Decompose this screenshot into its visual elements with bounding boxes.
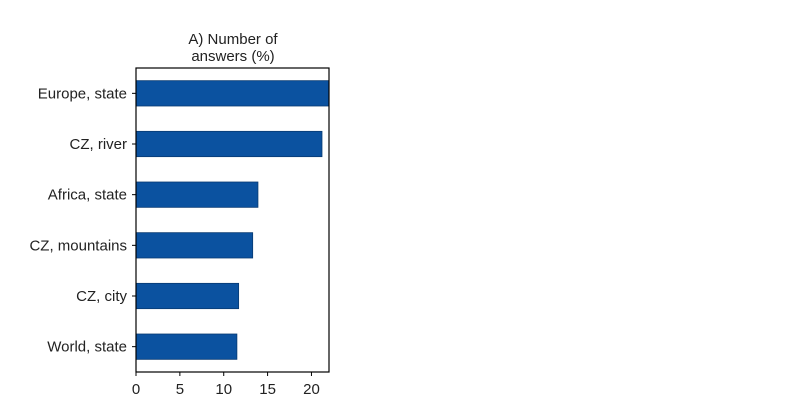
category-labels: Europe, state CZ, river Africa, state CZ, m… xyxy=(29,85,136,356)
x-tick-label-0: 0 xyxy=(132,381,140,398)
x-tick-label-1: 5 xyxy=(176,381,184,398)
bar-5 xyxy=(135,333,238,360)
bar-0 xyxy=(135,80,330,107)
chart-title: A) Number of answers (%) xyxy=(188,31,278,65)
category-label-4: CZ, city xyxy=(76,288,127,305)
category-label-3: CZ, mountains xyxy=(29,237,127,254)
category-label-2: Africa, state xyxy=(48,187,127,204)
chart-title-line-1: A) Number of xyxy=(188,31,278,48)
category-label-1: CZ, river xyxy=(70,136,128,153)
chart-title-line-2: answers (%) xyxy=(191,48,274,65)
bar-1 xyxy=(135,130,323,158)
bars xyxy=(135,80,330,360)
x-tick-label-4: 20 xyxy=(303,381,320,398)
bar-2 xyxy=(135,181,259,208)
x-axis-ticks: 0 5 10 15 20 xyxy=(132,372,320,398)
x-tick-label-2: 10 xyxy=(215,381,232,398)
plot-frame xyxy=(135,67,330,373)
x-tick-label-3: 15 xyxy=(259,381,276,398)
bar-3 xyxy=(135,232,254,259)
bar-4 xyxy=(135,282,240,310)
category-label-5: World, state xyxy=(47,339,127,356)
category-label-0: Europe, state xyxy=(38,85,127,102)
